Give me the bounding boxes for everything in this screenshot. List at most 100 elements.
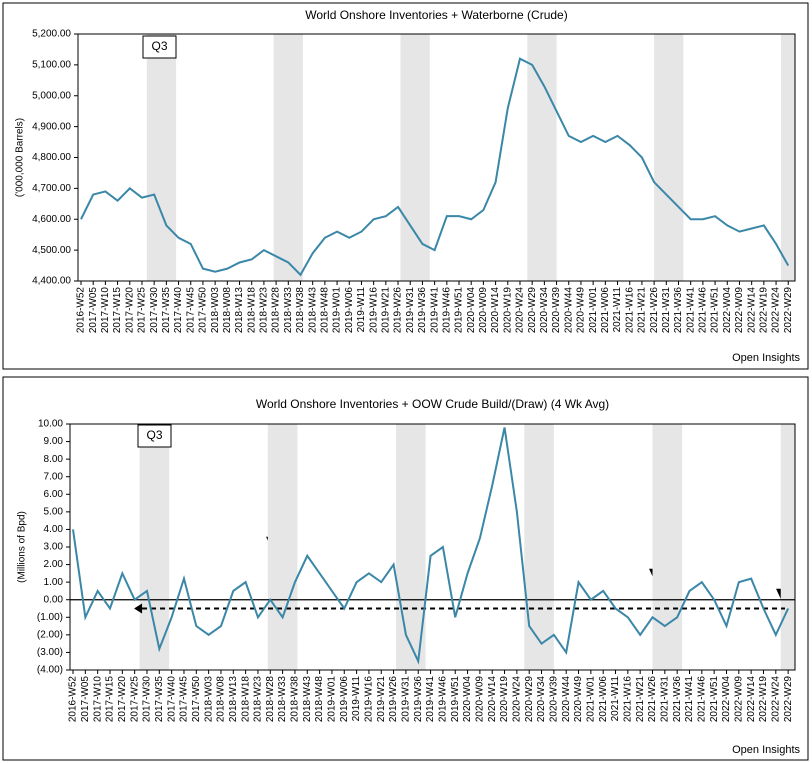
- x-tick-label: 2019-W16: [368, 287, 379, 334]
- x-tick-label: 2020-W14: [490, 287, 501, 334]
- reference-arrowhead: [134, 603, 143, 614]
- x-tick-label: 2017-W40: [166, 676, 177, 723]
- x-tick-label: 2018-W43: [307, 287, 318, 334]
- x-tick-label: 2021-W41: [684, 676, 695, 723]
- x-tick-label: 2019-W26: [388, 676, 399, 723]
- x-tick-label: 2018-W23: [253, 676, 264, 723]
- x-tick-label: 2018-W38: [290, 676, 301, 723]
- x-tick-label: 2016-W52: [68, 676, 79, 723]
- quarter-shade: [780, 424, 796, 670]
- x-tick-label: 2017-W25: [137, 287, 148, 334]
- quarter-shade: [652, 424, 683, 670]
- y-tick-label: 9.00: [44, 436, 64, 447]
- x-tick-label: 2017-W50: [191, 676, 202, 723]
- footer: Open Insights: [732, 744, 800, 756]
- y-tick-label: 5.00: [44, 506, 64, 517]
- x-tick-label: 2021-W16: [622, 676, 633, 723]
- x-tick-label: 2017-W30: [149, 287, 160, 334]
- x-tick-label: 2021-W16: [624, 287, 635, 334]
- x-tick-label: 2022-W09: [733, 676, 744, 723]
- x-tick-label: 2019-W36: [417, 287, 428, 334]
- x-tick-label: 2018-W08: [216, 676, 227, 723]
- y-tick-label: 10.00: [38, 419, 63, 430]
- x-tick-label: 2021-W31: [659, 676, 670, 723]
- x-tick-label: 2019-W41: [429, 287, 440, 334]
- x-tick-label: 2017-W25: [129, 676, 140, 723]
- y-tick-label: (2.00): [37, 629, 63, 640]
- y-tick-label: 4.00: [44, 524, 64, 535]
- annotation-box: [137, 424, 172, 448]
- x-tick-label: 2019-W41: [425, 676, 436, 723]
- y-axis-label: (Millions of Bpd): [17, 511, 28, 583]
- x-tick-label: 2020-W44: [561, 676, 572, 723]
- x-tick-label: 2019-W11: [351, 676, 362, 722]
- annotation-box: [142, 35, 177, 59]
- x-tick-label: 2021-W36: [673, 287, 684, 334]
- x-tick-label: 2017-W15: [105, 676, 116, 723]
- y-tick-label: 5,000.00: [32, 90, 71, 101]
- x-tick-label: 2017-W30: [142, 676, 153, 723]
- x-tick-label: 2020-W44: [563, 287, 574, 334]
- x-tick-label: 2020-W29: [527, 287, 538, 334]
- x-tick-label: 2017-W20: [124, 287, 135, 334]
- x-tick-label: 2019-W01: [332, 287, 343, 334]
- x-tick-label: 2022-W04: [722, 287, 733, 334]
- x-tick-label: 2018-W48: [314, 676, 325, 723]
- y-tick-label: 6.00: [44, 489, 64, 500]
- x-tick-label: 2017-W40: [173, 287, 184, 334]
- y-tick-label: 8.00: [44, 454, 64, 465]
- x-tick-label: 2019-W36: [413, 676, 424, 723]
- x-tick-label: 2020-W49: [576, 287, 587, 334]
- x-tick-label: 2021-W01: [585, 676, 596, 723]
- x-tick-label: 2019-W51: [450, 676, 461, 723]
- x-tick-label: 2019-W21: [380, 287, 391, 334]
- x-tick-label: 2020-W04: [466, 287, 477, 334]
- x-tick-label: 2019-W21: [376, 676, 387, 723]
- x-tick-label: 2017-W45: [185, 287, 196, 334]
- chart-panel: (4.00) (3.00) (2.00) (1.00) 0.00 1.00 2.00 3.00…: [2, 376, 809, 761]
- x-tick-label: 2022-W04: [721, 676, 732, 723]
- x-tick-label: 2018-W18: [246, 287, 257, 334]
- annotation: Q3: [151, 39, 167, 53]
- quarter-shade: [273, 34, 303, 281]
- x-tick-label: 2018-W23: [259, 287, 270, 334]
- x-tick-label: 2021-W41: [685, 287, 696, 334]
- quarter-shade: [146, 34, 177, 281]
- y-tick-label: (3.00): [37, 647, 63, 658]
- x-tick-label: 2018-W13: [228, 676, 239, 723]
- x-tick-label: 2020-W19: [499, 676, 510, 723]
- x-tick-label: 2021-W06: [598, 676, 609, 723]
- footer: Open Insights: [732, 352, 800, 364]
- x-tick-label: 2020-W04: [462, 676, 473, 723]
- x-tick-label: 2018-W28: [271, 287, 282, 334]
- x-tick-label: 2020-W39: [549, 676, 560, 723]
- x-tick-label: 2019-W51: [454, 287, 465, 334]
- chart-title: World Onshore Inventories + OOW Crude Bu…: [256, 397, 609, 411]
- x-tick-label: 2018-W43: [302, 676, 313, 723]
- x-tick-label: 2017-W50: [198, 287, 209, 334]
- chart-title: World Onshore Inventories + Waterborne (…: [305, 8, 567, 22]
- x-tick-label: 2021-W46: [698, 287, 709, 334]
- x-tick-label: 2021-W11: [612, 287, 623, 333]
- chart-panel: 4,400.00 4,500.00 4,600.00 4,700.00 4,800.00…: [2, 2, 809, 370]
- x-tick-label: 2017-W35: [154, 676, 165, 723]
- y-tick-label: 3.00: [44, 542, 64, 553]
- quarter-shade: [267, 424, 298, 670]
- x-tick-label: 2019-W31: [401, 676, 412, 723]
- x-tick-label: 2021-W36: [672, 676, 683, 723]
- x-tick-label: 2016-W52: [76, 287, 87, 334]
- x-tick-label: 2020-W19: [502, 287, 513, 334]
- x-tick-label: 2022-W29: [783, 287, 794, 334]
- x-tick-label: 2021-W51: [710, 287, 721, 334]
- x-tick-label: 2018-W28: [265, 676, 276, 723]
- x-tick-label: 2020-W39: [551, 287, 562, 334]
- y-tick-label: 0.00: [44, 594, 64, 605]
- x-tick-label: 2020-W34: [539, 287, 550, 334]
- y-tick-label: 7.00: [44, 471, 64, 482]
- x-tick-label: 2022-W29: [783, 676, 794, 723]
- x-tick-label: 2021-W06: [600, 287, 611, 334]
- y-tick-label: 4,500.00: [32, 245, 71, 256]
- y-tick-label: 4,400.00: [32, 276, 71, 287]
- x-tick-label: 2019-W06: [339, 676, 350, 723]
- x-tick-label: 2022-W14: [746, 676, 757, 723]
